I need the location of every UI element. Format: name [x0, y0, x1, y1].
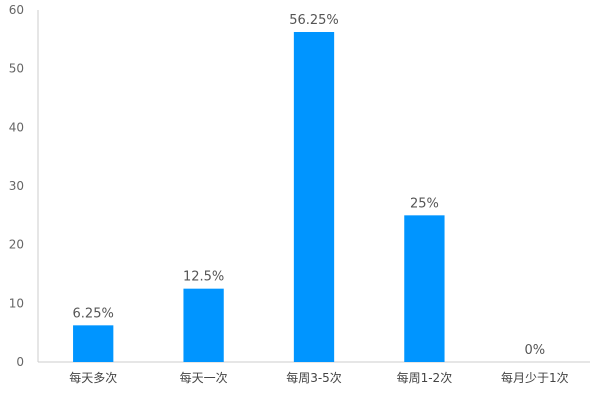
data-label: 0%: [524, 343, 545, 358]
x-tick-label: 每月少于1次: [501, 370, 569, 385]
x-tick-label: 每周1-2次: [397, 370, 453, 385]
x-axis: 每天多次 每天一次 每周3-5次 每周1-2次 每月少于1次: [38, 361, 590, 385]
x-tick-label: 每天多次: [69, 370, 117, 385]
data-label: 56.25%: [289, 13, 339, 28]
x-tick-label: 每天一次: [180, 370, 228, 385]
y-tick-label: 10: [9, 296, 24, 310]
y-tick-label: 30: [9, 179, 24, 193]
data-label: 25%: [410, 196, 439, 211]
bar: [183, 288, 224, 362]
y-tick-label: 0: [16, 355, 24, 369]
y-tick-label: 20: [9, 238, 24, 252]
bar: [293, 32, 335, 362]
y-axis: 0 10 20 30 40 50 60: [9, 3, 39, 369]
data-labels: 6.25% 12.5% 56.25% 25% 0%: [73, 13, 546, 358]
bar: [404, 215, 445, 362]
data-label: 12.5%: [183, 270, 224, 285]
data-label: 6.25%: [73, 306, 114, 321]
y-tick-label: 40: [9, 120, 24, 134]
y-tick-label: 60: [9, 3, 24, 17]
y-tick-label: 50: [9, 62, 24, 76]
bar: [73, 325, 114, 362]
x-tick-label: 每周3-5次: [286, 370, 342, 385]
bars: [73, 32, 445, 362]
